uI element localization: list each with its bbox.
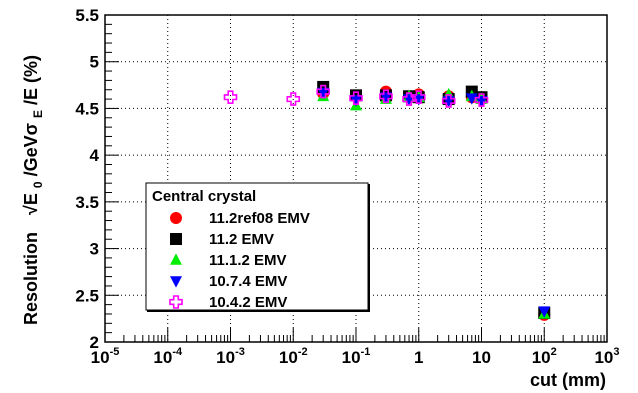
data-point-series-4 <box>441 94 456 108</box>
data-point-series-3 <box>379 92 392 104</box>
data-point-series-4 <box>223 90 238 105</box>
data-point-series-3 <box>475 96 488 108</box>
legend-entry-3: 10.7.4 EMV <box>209 273 287 290</box>
x-tick-label: 10-1 <box>342 346 371 367</box>
y-axis-title-prefix: Resolution <box>21 232 41 325</box>
x-tick-label: 102 <box>532 346 557 367</box>
data-point-series-4 <box>411 90 426 105</box>
x-tick-label: 10-4 <box>153 346 183 367</box>
legend-box <box>145 182 369 311</box>
data-point-series-4 <box>402 92 416 106</box>
x-tick-exponent: -5 <box>110 346 120 358</box>
data-point-series-4 <box>316 84 330 99</box>
x-axis-title: cut (mm) <box>530 370 606 390</box>
x-tick-base: 1 <box>414 348 423 367</box>
data-point-series-3 <box>317 87 330 100</box>
y-axis-title-subE: E <box>31 110 45 118</box>
x-tick-base: 10 <box>153 348 172 367</box>
y-axis-title-mid: /GeVσ <box>21 123 41 176</box>
legend-entry-0: 11.2ref08 EMV <box>209 210 310 227</box>
tick-labels: 10-5 10-4 10-3 10-2 10-1 1 10 102 10322.533.544.… <box>75 6 619 367</box>
legend-marker-1 <box>170 233 182 245</box>
data-markers <box>223 80 551 321</box>
legend-marker-4 <box>169 295 183 309</box>
y-axis-title-end: /E (%) <box>21 55 41 105</box>
data-point-series-4 <box>474 93 489 107</box>
x-tick-base: 10 <box>216 348 235 367</box>
data-point-series-3 <box>465 93 478 105</box>
x-tick-base: 10 <box>472 348 491 367</box>
y-tick-label: 3.5 <box>75 193 99 212</box>
y-tick-label: 3 <box>90 240 99 259</box>
x-tick-label: 10-2 <box>279 346 308 367</box>
y-tick-label: 2.5 <box>75 286 99 305</box>
y-tick-label: 4.5 <box>75 99 99 118</box>
data-point-series-3 <box>538 306 551 318</box>
y-axis-title: Resolution √E 0 /GeVσ E /E (%) <box>21 55 46 325</box>
y-tick-label: 4 <box>90 146 100 165</box>
x-tick-base: 10 <box>279 348 298 367</box>
legend-marker-0 <box>170 212 182 224</box>
x-tick-label: 10-5 <box>91 346 120 367</box>
x-tick-exponent: -4 <box>172 346 183 358</box>
x-tick-label: 10 <box>472 348 491 367</box>
data-point-series-4 <box>349 91 363 105</box>
x-tick-base: 10 <box>532 348 551 367</box>
x-tick-exponent: 3 <box>613 346 619 358</box>
legend-entry-1: 11.2 EMV <box>209 231 274 248</box>
legend-shadow <box>147 310 369 312</box>
x-tick-label: 10-3 <box>216 346 245 367</box>
x-tick-exponent: 2 <box>551 346 557 358</box>
legend-title: Central crystal <box>152 188 256 205</box>
x-tick-label: 1 <box>414 348 423 367</box>
data-point-series-4 <box>286 92 301 106</box>
y-tick-label: 2 <box>90 333 99 352</box>
x-tick-base: 10 <box>342 348 361 367</box>
y-axis-title-sub0: 0 <box>31 181 45 188</box>
axis-ticks <box>104 14 608 343</box>
x-tick-exponent: -2 <box>298 346 308 358</box>
x-tick-exponent: -3 <box>235 346 245 358</box>
legend-shadow <box>368 184 370 312</box>
data-point-series-3 <box>350 95 362 107</box>
x-tick-base: 10 <box>91 348 110 367</box>
legend-marker-3 <box>170 276 182 288</box>
x-tick-base: 10 <box>594 348 613 367</box>
x-tick-exponent: -1 <box>361 346 371 358</box>
y-tick-label: 5.5 <box>75 6 99 25</box>
y-tick-label: 5 <box>90 53 99 72</box>
y-axis-title-sqrt: √E <box>21 193 41 215</box>
legend: Central crystal 11.2ref08 EMV 11.2 EMV 11.1… <box>145 182 370 312</box>
data-point-series-4 <box>379 89 393 104</box>
x-tick-label: 103 <box>594 346 619 367</box>
legend-marker-2 <box>170 253 182 265</box>
legend-entry-4: 10.4.2 EMV <box>209 294 287 311</box>
legend-entry-2: 11.1.2 EMV <box>209 252 287 269</box>
